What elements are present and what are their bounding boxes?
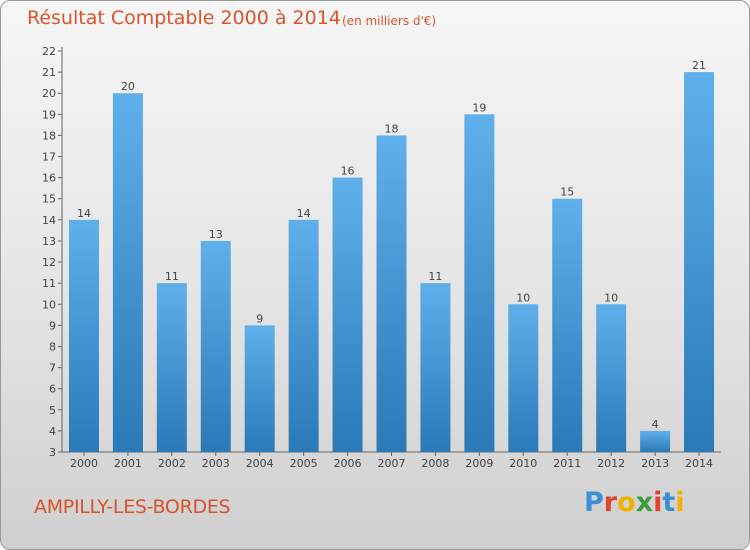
x-tick-label: 2007: [378, 457, 406, 470]
bar: [156, 283, 187, 452]
chart-title: Résultat Comptable 2000 à 2014: [27, 7, 341, 29]
data-label: 11: [165, 270, 179, 283]
y-tick-label: 3: [49, 446, 56, 459]
x-tick-label: 2006: [334, 457, 362, 470]
logo-letter: i: [675, 487, 685, 518]
x-tick-label: 2012: [597, 457, 625, 470]
y-tick-label: 19: [42, 108, 56, 121]
bar: [640, 430, 671, 452]
y-tick-label: 17: [42, 151, 56, 164]
bar: [464, 114, 495, 452]
y-tick-label: 20: [42, 87, 56, 100]
logo-letter: x: [635, 487, 654, 518]
proxiti-logo[interactable]: Proxiti: [584, 487, 685, 518]
bar: [376, 135, 407, 452]
x-tick-label: 2005: [290, 457, 318, 470]
logo-letter: r: [603, 487, 618, 518]
y-tick-label: 9: [49, 319, 56, 332]
bar: [552, 198, 583, 452]
x-tick-label: 2014: [685, 457, 713, 470]
data-label: 11: [428, 270, 442, 283]
y-tick-label: 21: [42, 66, 56, 79]
x-tick-label: 2002: [158, 457, 186, 470]
bar: [112, 93, 143, 453]
bar: [420, 283, 451, 452]
y-tick-label: 18: [42, 129, 56, 142]
bar: [684, 72, 715, 453]
y-tick-label: 7: [49, 362, 56, 375]
y-tick-label: 4: [49, 425, 56, 438]
x-tick-label: 2004: [246, 457, 274, 470]
bar: [332, 177, 363, 452]
bar: [68, 219, 99, 452]
y-tick-label: 6: [49, 383, 56, 396]
y-tick-label: 14: [42, 214, 56, 227]
bar: [596, 304, 627, 452]
logo-letter: P: [584, 487, 604, 518]
data-label: 14: [297, 207, 311, 220]
logo-letter: t: [662, 487, 676, 518]
data-label: 20: [121, 80, 135, 93]
y-tick-label: 16: [42, 172, 56, 185]
chart-subtitle: (en milliers d'€): [342, 14, 437, 28]
data-label: 9: [256, 312, 263, 325]
data-label: 13: [209, 228, 223, 241]
town-name: AMPILLY-LES-BORDES: [34, 496, 231, 518]
bar: [244, 325, 275, 452]
x-tick-label: 2010: [509, 457, 537, 470]
y-tick-label: 13: [42, 235, 56, 248]
x-tick-label: 2003: [202, 457, 230, 470]
x-tick-label: 2013: [641, 457, 669, 470]
y-tick-label: 15: [42, 193, 56, 206]
x-tick-label: 2011: [553, 457, 581, 470]
x-tick-label: 2000: [70, 457, 98, 470]
bar: [288, 219, 319, 452]
x-tick-label: 2008: [421, 457, 449, 470]
y-tick-label: 10: [42, 298, 56, 311]
data-label: 16: [341, 165, 355, 178]
data-label: 15: [560, 186, 574, 199]
data-label: 21: [692, 59, 706, 72]
y-tick-label: 8: [49, 340, 56, 353]
logo-letter: i: [653, 487, 663, 518]
data-label: 18: [385, 122, 399, 135]
data-label: 10: [516, 291, 530, 304]
data-label: 14: [77, 207, 91, 220]
logo-letter: o: [617, 487, 636, 518]
data-label: 4: [652, 418, 659, 431]
bar: [508, 304, 539, 452]
x-tick-label: 2009: [465, 457, 493, 470]
y-tick-label: 22: [42, 45, 56, 58]
x-tick-label: 2001: [114, 457, 142, 470]
bar: [200, 240, 231, 452]
data-label: 19: [472, 101, 486, 114]
y-tick-label: 11: [42, 277, 56, 290]
data-label: 10: [604, 291, 618, 304]
y-tick-label: 5: [49, 404, 56, 417]
y-tick-label: 12: [42, 256, 56, 269]
